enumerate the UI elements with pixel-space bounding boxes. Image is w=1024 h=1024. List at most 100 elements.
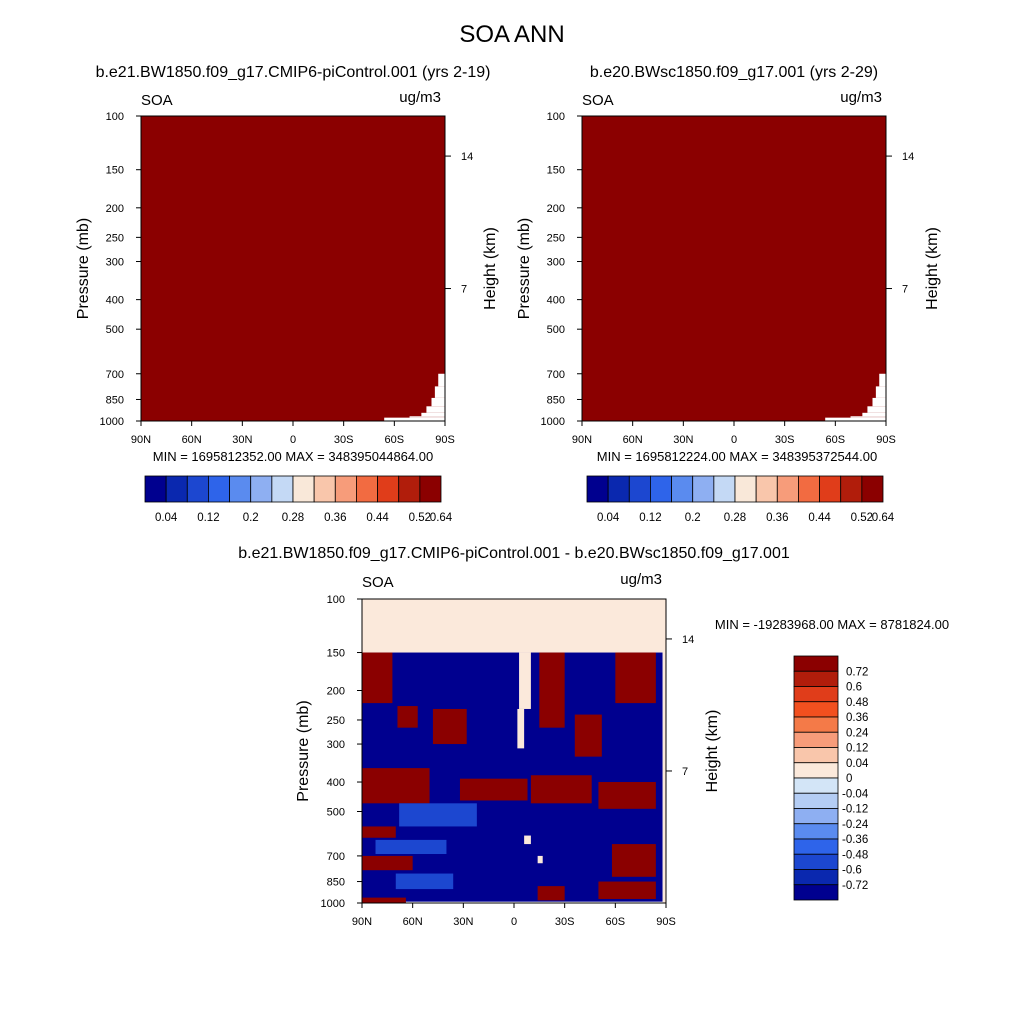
surface-mask xyxy=(438,373,445,387)
pressure-tick-label: 700 xyxy=(547,369,565,381)
pressure-tick-label: 100 xyxy=(106,111,124,123)
colorbar-label: 0.44 xyxy=(366,512,389,524)
colorbar-label: 0 xyxy=(846,773,852,785)
region-neg_mid xyxy=(395,873,454,890)
colorbar-swatch xyxy=(208,475,230,503)
latitude-tick-label: 90S xyxy=(876,434,896,446)
colorbar-swatch xyxy=(628,475,651,503)
region-positive xyxy=(598,782,656,809)
colorbar-swatch xyxy=(334,475,357,503)
colorbar-swatch xyxy=(793,670,839,687)
min-max-label: MIN = 1695812352.00 MAX = 348395044864.0… xyxy=(153,449,433,464)
colorbar-label: 0.44 xyxy=(808,512,831,524)
latitude-tick-label: 0 xyxy=(290,434,296,446)
latitude-tick-label: 30N xyxy=(453,916,473,928)
region-positive xyxy=(432,708,467,745)
region-positive xyxy=(598,881,656,899)
y-axis-label-right: Height (km) xyxy=(704,710,721,793)
units-label: ug/m3 xyxy=(620,571,662,588)
panel-right: b.e20.BWsc1850.f09_g17.001 (yrs 2-29) SOA… xyxy=(516,64,941,524)
colorbar-label: 0.36 xyxy=(846,712,868,724)
region-near_zero xyxy=(537,855,543,864)
colorbar-swatch xyxy=(819,475,842,503)
min-max-label: MIN = 1695812224.00 MAX = 348395372544.0… xyxy=(597,449,877,464)
field-fill xyxy=(582,116,886,421)
variable-label: SOA xyxy=(141,92,173,109)
colorbar-swatch xyxy=(671,475,694,503)
colorbar-label: 0.12 xyxy=(846,743,868,755)
surface-mask xyxy=(862,412,886,417)
colorbar-label: -0.04 xyxy=(842,788,869,800)
pressure-tick-label: 250 xyxy=(327,715,345,727)
colorbar-swatch xyxy=(313,475,336,503)
colorbar-swatch xyxy=(650,475,672,503)
pressure-tick-label: 700 xyxy=(106,369,124,381)
surface-mask xyxy=(875,386,886,398)
colorbar-label: 0.2 xyxy=(685,512,701,524)
colorbar-label: 0.04 xyxy=(155,512,178,524)
pressure-tick-label: 400 xyxy=(327,777,345,789)
pressure-tick-label: 300 xyxy=(547,257,565,269)
panel-title: b.e21.BW1850.f09_g17.CMIP6-piControl.001… xyxy=(238,545,790,562)
height-tick-label: 7 xyxy=(902,284,908,296)
region-near_zero xyxy=(362,599,666,653)
pressure-tick-label: 1000 xyxy=(321,898,345,910)
region-positive xyxy=(397,706,418,728)
colorbar-swatch xyxy=(793,823,839,840)
height-tick-label: 7 xyxy=(682,766,688,778)
colorbar: 0.72 0.6 0.48 0.36 0.24 0.12 0.04 0 -0.04 -0.12 -0… xyxy=(793,655,869,901)
colorbar-swatch xyxy=(250,475,273,503)
colorbar-swatch xyxy=(229,475,252,503)
pressure-tick-label: 150 xyxy=(547,165,565,177)
latitude-tick-label: 60N xyxy=(182,434,202,446)
units-label: ug/m3 xyxy=(840,89,882,106)
region-neg_mid xyxy=(399,803,477,827)
latitude-tick-label: 90N xyxy=(352,916,372,928)
region-positive xyxy=(362,652,393,704)
region-near_zero xyxy=(519,652,531,709)
colorbar-swatch xyxy=(755,475,778,503)
colorbar-swatch xyxy=(793,762,839,779)
colorbar-swatch xyxy=(607,475,630,503)
colorbar-swatch xyxy=(793,884,839,901)
colorbar-swatch xyxy=(793,853,839,870)
colorbar-swatch xyxy=(776,475,799,503)
latitude-tick-label: 30N xyxy=(673,434,693,446)
pressure-tick-label: 500 xyxy=(106,324,124,336)
surface-mask xyxy=(409,416,445,418)
colorbar-label: -0.24 xyxy=(842,819,869,831)
region-positive xyxy=(362,768,430,804)
pressure-tick-label: 300 xyxy=(327,739,345,751)
y-axis-label: Pressure (mb) xyxy=(295,700,312,801)
data-field xyxy=(141,116,445,421)
latitude-tick-label: 90S xyxy=(656,916,676,928)
latitude-tick-label: 30N xyxy=(232,434,252,446)
latitude-tick-label: 0 xyxy=(511,916,517,928)
plot-layer: b.e21.BW1850.f09_g17.CMIP6-piControl.001… xyxy=(75,64,949,928)
surface-mask xyxy=(867,406,886,413)
region-positive xyxy=(362,826,396,838)
colorbar-swatch xyxy=(840,475,863,503)
colorbar-swatch xyxy=(861,475,884,503)
region-near_zero xyxy=(662,652,666,903)
panel-diff: b.e21.BW1850.f09_g17.CMIP6-piControl.001… xyxy=(238,545,949,928)
colorbar-swatch xyxy=(793,808,839,825)
colorbar-swatch xyxy=(144,475,167,503)
colorbar-label: 0.64 xyxy=(872,512,895,524)
colorbar-swatch xyxy=(713,475,736,503)
height-tick-label: 7 xyxy=(461,284,467,296)
colorbar-swatch xyxy=(292,475,315,503)
y-axis-label-right: Height (km) xyxy=(924,227,941,310)
colorbar-swatch xyxy=(734,475,757,503)
pressure-tick-label: 250 xyxy=(106,232,124,244)
region-near_zero xyxy=(524,835,531,845)
height-tick-label: 14 xyxy=(461,151,473,163)
data-field xyxy=(362,599,666,903)
colorbar-swatch xyxy=(793,701,839,718)
colorbar-swatch xyxy=(165,475,188,503)
pressure-tick-label: 200 xyxy=(327,686,345,698)
colorbar-swatch xyxy=(356,475,378,503)
pressure-tick-label: 150 xyxy=(327,648,345,660)
colorbar-label: 0.12 xyxy=(639,512,661,524)
colorbar-label: 0.2 xyxy=(243,512,259,524)
